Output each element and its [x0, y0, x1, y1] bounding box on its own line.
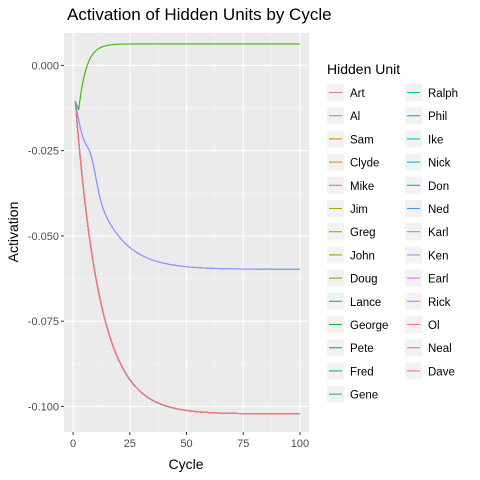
y-tick-label: -0.075 [28, 316, 59, 328]
legend-item: Greg [327, 223, 376, 241]
major-gridlines [64, 33, 309, 432]
series-line-lance [74, 43, 300, 110]
x-axis-title: Cycle [168, 456, 203, 472]
legend-item: Doug [327, 269, 378, 287]
legend-item: John [327, 246, 375, 264]
legend-label: Ike [428, 134, 443, 146]
legend-label: Jim [350, 204, 368, 216]
x-tick-label: 50 [180, 438, 192, 450]
legend-item: Ike [405, 130, 443, 148]
legend-item: Gene [327, 385, 378, 403]
legend-label: Fred [350, 366, 374, 378]
legend-label: Ken [428, 250, 448, 262]
series-line-dave [74, 101, 300, 415]
legend-label: Pete [350, 343, 374, 355]
legend-item: Nick [405, 153, 451, 171]
legend-item: Ralph [405, 84, 458, 101]
legend-item: Sam [327, 130, 374, 148]
legend-label: Ol [428, 320, 440, 332]
legend-label: Doug [350, 274, 378, 286]
legend-item: Mike [327, 176, 374, 194]
legend-label: Clyde [350, 158, 379, 170]
legend-item: Al [327, 107, 360, 125]
y-tick-label: -0.100 [28, 401, 59, 413]
legend-item: Ol [405, 316, 440, 333]
legend-label: Mike [350, 181, 374, 193]
legend-item: Neal [405, 339, 452, 357]
legend-label: Sam [350, 134, 374, 146]
legend-items: Art Al Sam Clyde Mike Jim Greg John Doug Lance Geo… [327, 84, 458, 403]
x-tick-label: 0 [70, 438, 76, 450]
chart-title: Activation of Hidden Units by Cycle [67, 5, 332, 24]
tick-labels: 0 25 50 75 100 0.000 -0.025 -0.050 -0.075 -0.100 [28, 60, 309, 450]
legend-label: Art [350, 88, 366, 100]
legend-label: Al [350, 111, 360, 123]
legend-item: George [327, 316, 388, 333]
legend-item: Ken [405, 246, 448, 264]
legend-item: Rick [405, 292, 451, 310]
legend-item: Art [327, 84, 366, 101]
legend-label: John [350, 250, 375, 262]
legend-label: Ralph [428, 88, 458, 100]
x-tick-label: 25 [124, 438, 136, 450]
legend-item: Lance [327, 292, 381, 310]
legend-item: Phil [405, 107, 447, 125]
legend-item: Fred [327, 362, 374, 380]
legend: Hidden Unit Art Al Sam Clyde Mike Jim Greg John… [327, 61, 458, 403]
legend-label: George [350, 320, 388, 332]
x-tick-label: 75 [237, 438, 249, 450]
legend-item: Jim [327, 200, 368, 217]
legend-label: Nick [428, 158, 451, 170]
legend-label: Phil [428, 111, 447, 123]
legend-item: Pete [327, 339, 374, 357]
series-lines [74, 43, 300, 415]
legend-item: Dave [405, 362, 455, 380]
y-axis-title: Activation [5, 202, 21, 263]
legend-label: Lance [350, 297, 381, 309]
y-tick-label: 0.000 [31, 60, 59, 72]
legend-label: Karl [428, 227, 448, 239]
x-tick-label: 100 [291, 438, 309, 450]
legend-label: Rick [428, 297, 451, 309]
y-tick-label: -0.050 [28, 231, 59, 243]
legend-title: Hidden Unit [327, 61, 400, 77]
legend-item: Karl [405, 223, 448, 241]
legend-label: Greg [350, 227, 376, 239]
y-tick-label: -0.025 [28, 146, 59, 158]
legend-label: Neal [428, 343, 452, 355]
legend-label: Dave [428, 366, 455, 378]
series-line-karl [74, 100, 300, 270]
legend-label: Earl [428, 274, 448, 286]
legend-item: Clyde [327, 153, 379, 171]
legend-label: Don [428, 181, 449, 193]
legend-label: Gene [350, 390, 378, 402]
axis-ticks [61, 64, 301, 435]
legend-item: Earl [405, 269, 448, 287]
legend-item: Don [405, 176, 449, 194]
legend-item: Ned [405, 200, 449, 217]
legend-label: Ned [428, 204, 449, 216]
